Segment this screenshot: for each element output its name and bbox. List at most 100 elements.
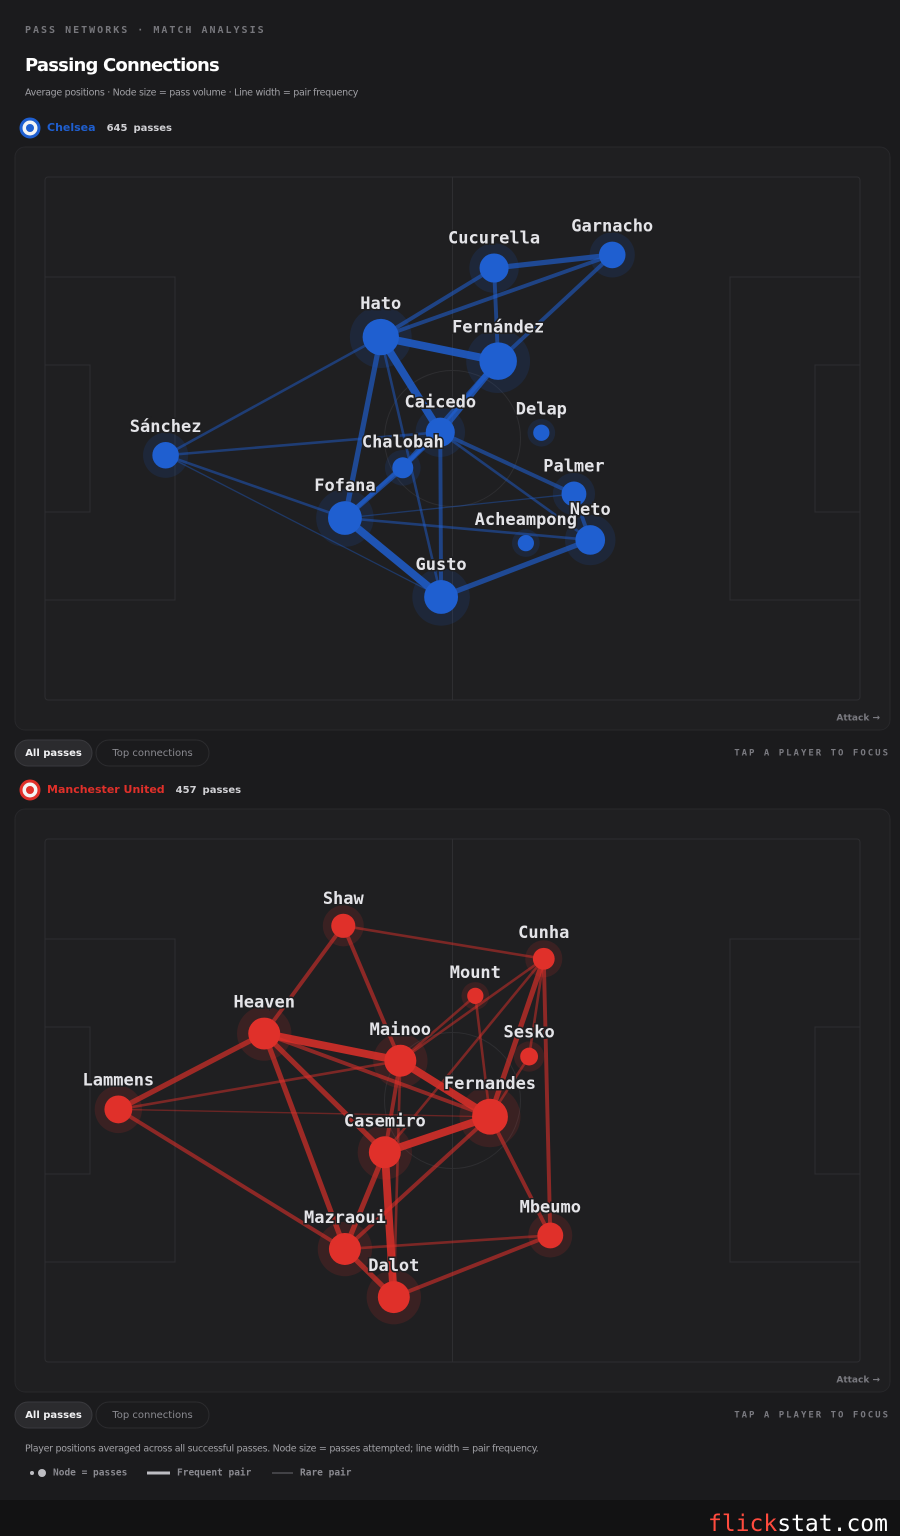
pass-link <box>262 1031 492 1119</box>
player-node[interactable] <box>104 1095 133 1124</box>
player-node[interactable] <box>532 947 555 970</box>
player-label: Sesko <box>504 1023 555 1043</box>
pass-link <box>117 1059 402 1111</box>
pass-link <box>376 333 503 365</box>
player-label: Delap <box>516 400 567 420</box>
team-name: Chelsea <box>47 121 96 134</box>
pass-link <box>399 994 477 1063</box>
pass-link <box>438 537 593 600</box>
filter-button-label: Top connections <box>111 748 192 759</box>
player-label: Fernández <box>452 317 544 337</box>
player-label: Caicedo <box>404 393 476 413</box>
player-node[interactable] <box>392 457 414 479</box>
footer-note: Player positions averaged across all suc… <box>25 1444 538 1455</box>
legend-dot-large <box>38 1469 46 1477</box>
attack-direction: Attack → <box>836 1376 880 1386</box>
eyebrow: PASS NETWORKS · MATCH ANALYSIS <box>25 25 266 36</box>
pass-link <box>496 252 615 364</box>
player-node[interactable] <box>248 1017 281 1050</box>
pass-link <box>399 957 546 1063</box>
pass-link <box>474 994 492 1119</box>
player-node[interactable] <box>537 1222 564 1249</box>
pass-link <box>527 957 546 1058</box>
pass-link <box>380 1148 398 1302</box>
player-node[interactable] <box>362 318 399 356</box>
goal-area <box>44 1026 91 1175</box>
player-label: Gusto <box>415 555 466 575</box>
team-section: Chelsea 645 passes Garnacho Cucurella Hato Fer… <box>14 117 891 767</box>
player-node[interactable] <box>575 525 606 555</box>
player-label: Acheampong <box>475 510 577 530</box>
player-node[interactable] <box>598 241 626 269</box>
filter-button-active[interactable] <box>14 739 93 767</box>
goal-area <box>814 1026 861 1175</box>
player-node[interactable] <box>517 534 534 552</box>
player-node[interactable] <box>561 481 587 507</box>
player-node[interactable] <box>533 424 550 441</box>
pass-link <box>488 1114 553 1238</box>
pass-link <box>380 1112 494 1157</box>
pass-link <box>341 514 445 601</box>
player-label: Mount <box>450 963 501 983</box>
player-label: Hato <box>360 294 401 314</box>
pass-link <box>115 1030 267 1112</box>
pass-link <box>164 454 442 598</box>
pass-link <box>342 1114 492 1251</box>
player-node[interactable] <box>424 580 459 614</box>
pass-link <box>392 1059 402 1299</box>
legend-dot-small <box>30 1471 34 1475</box>
player-node[interactable] <box>377 1281 410 1314</box>
pass-link <box>117 1108 491 1118</box>
player-label: Chalobah <box>362 432 444 452</box>
player-node[interactable] <box>479 253 509 283</box>
pass-link <box>438 430 576 496</box>
pass-link <box>487 956 547 1120</box>
player-node[interactable] <box>425 417 455 447</box>
player-label: Dalot <box>368 1256 419 1276</box>
legend-label: Rare pair <box>300 1468 352 1479</box>
team-pass-count: 645 <box>107 123 128 134</box>
player-label: Cunha <box>518 923 569 943</box>
pass-link <box>491 252 615 271</box>
focus-hint: TAP A PLAYER TO FOCUS <box>734 749 890 759</box>
player-node[interactable] <box>327 501 362 535</box>
filter-button[interactable] <box>95 1401 210 1429</box>
legend-label: Frequent pair <box>177 1468 252 1479</box>
pass-link <box>261 1030 348 1252</box>
player-label: Mainoo <box>370 1020 431 1040</box>
attack-direction: Attack → <box>836 714 880 724</box>
filter-button-active[interactable] <box>14 1401 93 1429</box>
player-node[interactable] <box>331 913 356 938</box>
player-node[interactable] <box>384 1044 417 1077</box>
team-pass-count: 457 <box>176 785 197 796</box>
player-node[interactable] <box>152 441 179 469</box>
pass-link <box>116 1107 347 1251</box>
filter-button-label: All passes <box>25 748 82 759</box>
player-node[interactable] <box>520 1047 539 1066</box>
player-node[interactable] <box>467 987 484 1005</box>
player-label: Mazraoui <box>304 1208 386 1228</box>
player-node[interactable] <box>472 1098 508 1135</box>
subtitle: Average positions · Node size = pass vol… <box>25 88 359 99</box>
pass-link <box>342 334 384 521</box>
player-label: Sánchez <box>130 417 202 437</box>
player-node[interactable] <box>328 1233 361 1266</box>
pass-link <box>164 335 383 457</box>
team-section: Manchester United 457 passes Shaw Cunha Mount… <box>14 779 891 1429</box>
player-node[interactable] <box>368 1136 401 1169</box>
filter-button-label: All passes <box>25 1410 82 1421</box>
page-title: Passing Connections <box>25 55 219 76</box>
pass-link <box>378 266 497 339</box>
player-label: Shaw <box>323 889 365 909</box>
pass-link <box>262 923 346 1036</box>
pass-link <box>343 516 592 542</box>
player-node[interactable] <box>479 342 517 380</box>
player-label: Casemiro <box>344 1111 426 1131</box>
pass-link <box>341 924 546 961</box>
goal-area <box>814 364 861 513</box>
filter-button[interactable] <box>95 739 210 767</box>
player-label: Palmer <box>543 457 604 477</box>
